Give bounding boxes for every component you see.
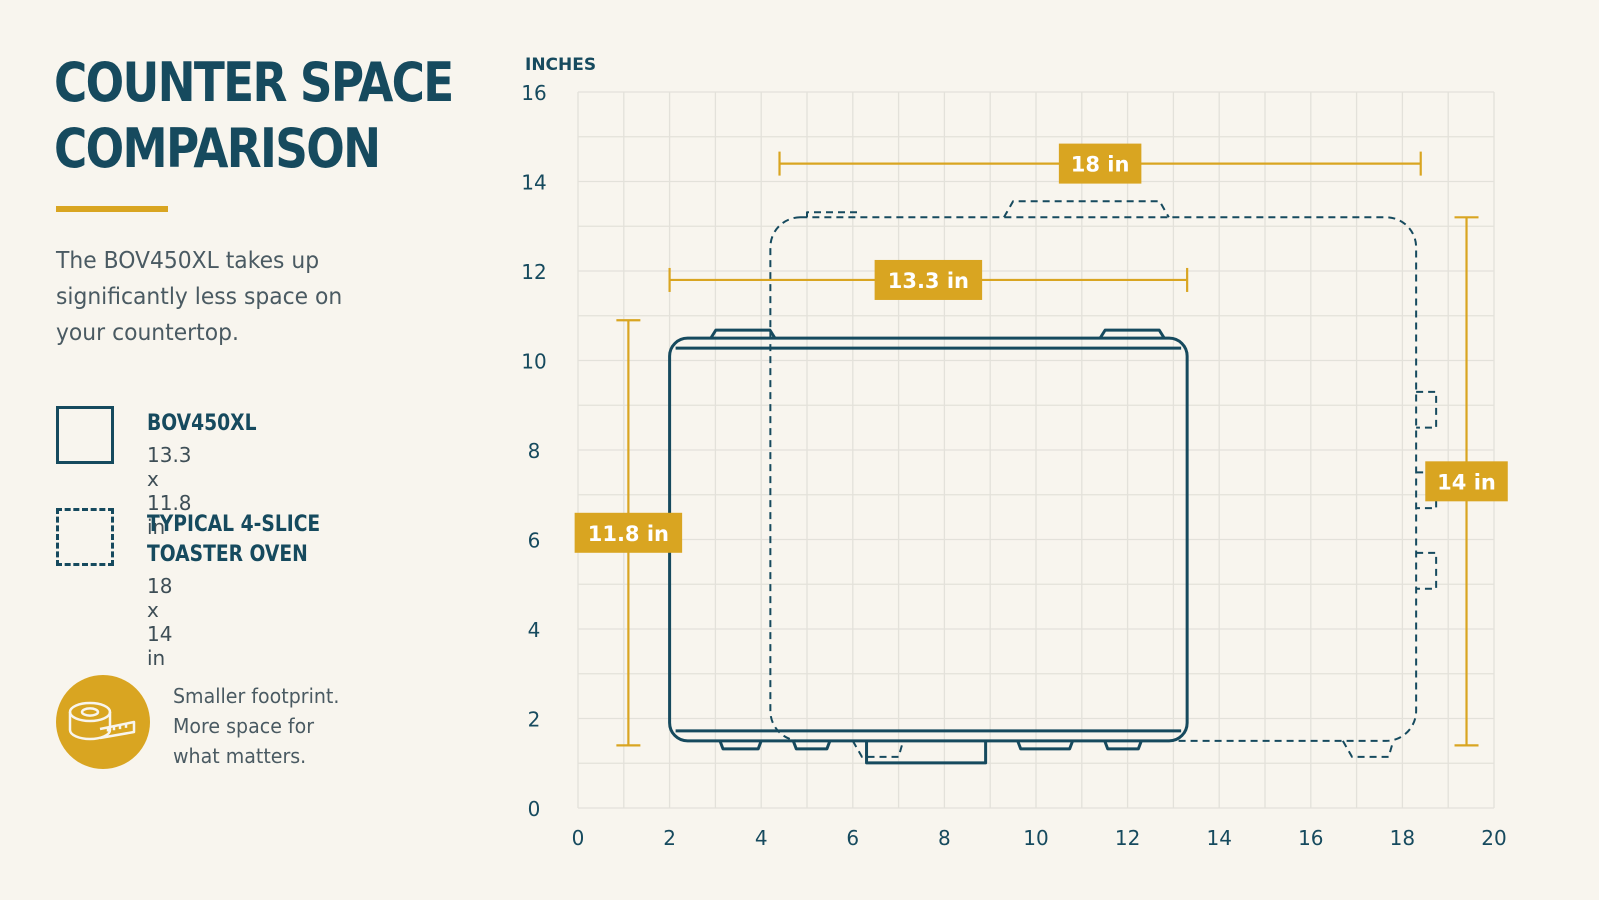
x-tick-label: 18 <box>1390 826 1415 850</box>
intro-text: The BOV450XL takes up significantly less… <box>56 248 343 346</box>
legend-name: BOV450XL <box>147 411 257 436</box>
measuring-tape-icon <box>68 701 136 741</box>
side-knob <box>1416 551 1438 590</box>
dimension-label-box <box>1058 143 1142 184</box>
y-tick-label: 0 <box>528 797 541 821</box>
y-tick-label: 16 <box>521 81 546 105</box>
dimension-label: 18 in <box>1071 153 1130 177</box>
side-knob <box>1416 390 1438 429</box>
dimension-x: 18 in <box>778 143 1422 184</box>
x-tick-label: 12 <box>1115 826 1140 850</box>
x-tick-label: 20 <box>1481 826 1506 850</box>
axis-unit-label: INCHES <box>525 55 596 75</box>
legend-dims: 18 x 14 in <box>147 574 173 670</box>
y-tick-label: 12 <box>521 260 546 284</box>
top-handle <box>1003 200 1170 218</box>
bov450xl-outline <box>668 328 1189 765</box>
page-title: COUNTER SPACE COMPARISON <box>54 50 524 182</box>
dimension-label: 13.3 in <box>888 269 969 293</box>
note-line-1: Smaller footprint. <box>173 684 340 708</box>
dimension-label: 14 in <box>1437 470 1496 494</box>
dimension-label-box <box>1425 461 1508 502</box>
x-tick-label: 6 <box>846 826 859 850</box>
legend-name: TYPICAL 4-SLICE TOASTER OVEN <box>147 510 419 570</box>
toaster-oven-body <box>769 216 1418 742</box>
foot <box>851 740 905 758</box>
y-tick-label: 6 <box>528 529 541 553</box>
top-handle <box>709 328 777 339</box>
dashed-square-swatch <box>56 508 114 566</box>
dimension-label: 11.8 in <box>588 522 669 546</box>
foot <box>1341 740 1395 758</box>
measuring-tape-badge <box>56 675 150 769</box>
dimension-label-box <box>874 259 983 300</box>
top-vent <box>806 211 858 218</box>
footprint-note: Smaller footprint. More space for what m… <box>173 681 382 771</box>
legend-dims: 13.3 x 11.8 in <box>147 443 192 539</box>
x-tick-label: 16 <box>1298 826 1323 850</box>
dimension-label-box <box>574 512 683 553</box>
y-tick-label: 8 <box>528 439 541 463</box>
foot <box>791 740 832 751</box>
x-tick-label: 14 <box>1206 826 1231 850</box>
note-line-3: what matters. <box>173 744 307 768</box>
legend-name-line-1: TYPICAL 4-SLICE <box>147 512 321 537</box>
dimension-x: 13.3 in <box>668 259 1189 300</box>
title-line-1: COUNTER SPACE <box>54 51 454 114</box>
solid-square-swatch <box>56 406 114 464</box>
y-tick-label: 2 <box>528 708 541 732</box>
y-tick-label: 10 <box>521 350 546 374</box>
dimension-y: 14 in <box>1425 216 1508 747</box>
y-tick-label: 14 <box>521 171 546 195</box>
foot <box>1103 740 1143 751</box>
foot <box>1016 740 1075 751</box>
title-line-2: COMPARISON <box>54 117 381 180</box>
x-tick-label: 0 <box>572 826 585 850</box>
toaster-oven-outline <box>769 200 1438 758</box>
foot <box>718 740 763 751</box>
grid <box>577 91 1495 809</box>
legend-name-line-2: TOASTER OVEN <box>147 542 308 567</box>
title-underline <box>56 206 168 212</box>
top-handle <box>1098 328 1166 339</box>
x-tick-label: 8 <box>938 826 951 850</box>
x-tick-label: 2 <box>663 826 676 850</box>
y-tick-label: 4 <box>528 618 541 642</box>
x-tick-label: 10 <box>1023 826 1048 850</box>
x-tick-label: 4 <box>755 826 768 850</box>
note-line-2: More space for <box>173 714 315 738</box>
front-foot <box>865 740 988 765</box>
dimension-y: 11.8 in <box>574 319 683 747</box>
